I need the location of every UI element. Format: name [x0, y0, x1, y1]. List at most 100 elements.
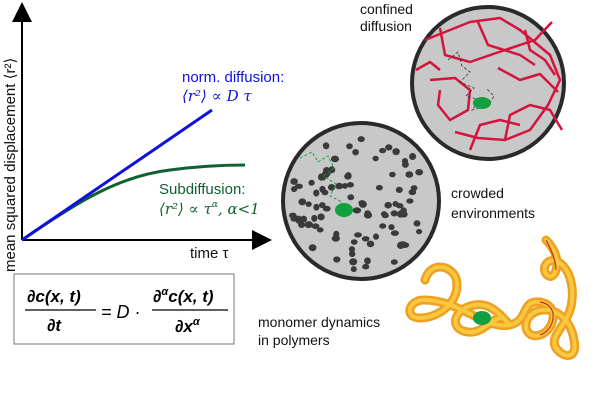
- obstacle-dot: [308, 244, 317, 252]
- obstacle-dot: [317, 213, 325, 221]
- polymer-label-2: in polymers: [258, 332, 330, 348]
- confined-diffusion-illustration: [410, 5, 566, 161]
- obstacle-dot: [346, 182, 354, 188]
- obstacle-dot: [331, 235, 340, 242]
- obstacle-dot: [390, 230, 399, 236]
- msd-plot: mean squared displacement ⟨r²⟩ time τ no…: [2, 2, 284, 272]
- obstacle-dot: [379, 147, 387, 154]
- obstacle-dot: [349, 250, 356, 258]
- obstacle-dot: [304, 221, 313, 229]
- equation-box: [13, 273, 235, 345]
- obstacle-dot: [349, 258, 358, 266]
- tracer-particle: [473, 97, 491, 109]
- obstacle-dot: [330, 155, 340, 163]
- obstacle-dot: [335, 182, 343, 190]
- obstacle-dot: [322, 205, 331, 212]
- obstacle-dot: [385, 144, 393, 151]
- obstacle-dot: [346, 143, 353, 150]
- obstacle-dot: [350, 239, 358, 245]
- obstacle-dot: [402, 161, 409, 168]
- obstacle-dot: [311, 223, 320, 230]
- obstacle-dot: [354, 232, 362, 238]
- x-axis-label: time τ: [190, 245, 229, 262]
- obstacle-dot: [350, 266, 357, 273]
- obstacle-dot: [305, 201, 312, 207]
- obstacle-dot: [379, 223, 387, 229]
- subdiffusion-title: Subdiffusion:: [159, 181, 245, 198]
- obstacle-dot: [362, 263, 370, 270]
- obstacle-dot: [390, 259, 398, 265]
- crowded-label-2: environments: [451, 205, 535, 221]
- obstacle-dot: [295, 218, 303, 224]
- polymer-illustration: [405, 235, 580, 360]
- obstacle-dot: [322, 142, 330, 150]
- obstacle-dot: [410, 185, 418, 191]
- obstacle-dot: [364, 210, 371, 216]
- obstacle-dot: [316, 227, 324, 233]
- obstacle-dot: [395, 186, 403, 193]
- obstacle-dot: [352, 207, 362, 214]
- obstacle-dot: [397, 210, 404, 218]
- y-axis-label: mean squared displacement ⟨r²⟩: [2, 58, 19, 272]
- tracer-monomer: [473, 311, 491, 325]
- obstacle-dot: [392, 148, 400, 156]
- obstacle-dot: [409, 153, 417, 160]
- rhs-denominator: ∂xα: [175, 316, 201, 336]
- obstacle-dot: [348, 246, 356, 253]
- crowded-label-1: crowded: [451, 185, 504, 201]
- obstacle-dot: [416, 228, 423, 235]
- fractional-diffusion-equation: ∂c(x, t) ∂t = D · ∂αc(x, t) ∂xα: [13, 273, 235, 345]
- obstacle-dot: [397, 241, 405, 249]
- obstacle-dot: [389, 171, 396, 178]
- normal-diffusion-formula: ⟨r²⟩ ∝ D τ: [182, 87, 252, 105]
- obstacle-dot: [291, 186, 298, 193]
- confined-label-2: diffusion: [360, 18, 412, 34]
- obstacle-dot: [380, 211, 388, 217]
- obstacle-dot: [390, 210, 398, 217]
- obstacle-dot: [357, 136, 365, 143]
- obstacle-dot: [323, 167, 331, 174]
- obstacle-dot: [298, 198, 307, 206]
- obstacle-dot: [345, 172, 352, 179]
- obstacle-dot: [311, 214, 318, 222]
- obstacle-dot: [372, 155, 379, 162]
- obstacle-dot: [313, 189, 320, 197]
- obstacle-dot: [413, 220, 421, 227]
- crowded-environment-illustration: [281, 121, 441, 281]
- obstacle-dot: [415, 169, 424, 176]
- subdiffusion-formula: ⟨r²⟩ ∝ τα, α<1: [159, 200, 260, 218]
- obstacle-dot: [347, 194, 355, 201]
- polymer-label-1: monomer dynamics: [258, 314, 380, 330]
- obstacle-dot: [375, 184, 383, 191]
- obstacle-dot: [366, 240, 375, 248]
- tracer-particle: [335, 203, 353, 217]
- obstacle-dot: [333, 256, 341, 263]
- obstacle-dot: [406, 198, 414, 204]
- obstacle-dot: [341, 183, 348, 189]
- obstacle-dot: [384, 201, 393, 209]
- obstacle-dot: [405, 171, 414, 178]
- obstacle-dot: [388, 224, 395, 231]
- equation-operator: = D ·: [101, 302, 141, 322]
- obstacle-dot: [392, 201, 399, 207]
- lhs-denominator: ∂t: [47, 316, 62, 335]
- obstacle-dot: [361, 236, 370, 242]
- rhs-numerator: ∂αc(x, t): [153, 286, 214, 306]
- normal-diffusion-title: norm. diffusion:: [182, 69, 284, 86]
- obstacle-dot: [358, 200, 367, 208]
- confined-circle: [410, 5, 566, 161]
- obstacle-dot: [364, 257, 371, 265]
- obstacle-dot: [289, 212, 297, 219]
- obstacle-dot: [290, 178, 298, 185]
- obstacle-dot: [352, 149, 359, 156]
- obstacle-dot: [373, 233, 379, 240]
- obstacle-dot: [294, 183, 303, 189]
- annotations: confined diffusion crowded environments …: [258, 1, 535, 348]
- obstacle-dot: [321, 189, 329, 196]
- obstacle-dot: [313, 203, 320, 211]
- lhs-numerator: ∂c(x, t): [27, 287, 81, 306]
- obstacle-dot: [308, 179, 315, 186]
- normal-diffusion-line: [21, 108, 213, 242]
- confined-label-1: confined: [360, 1, 413, 17]
